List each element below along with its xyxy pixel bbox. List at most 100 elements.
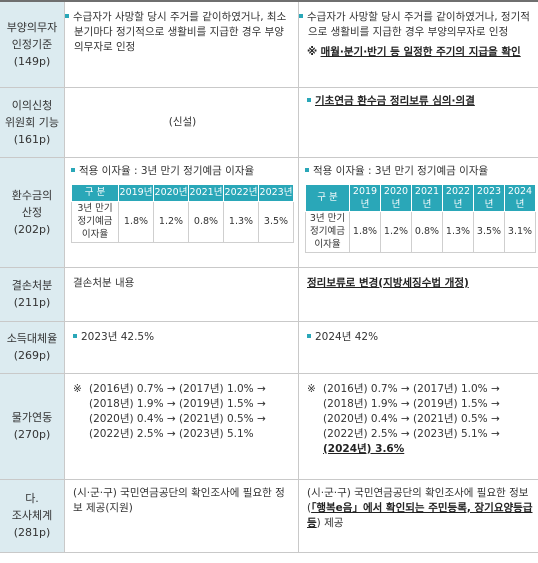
header-cell: 구 분 (71, 182, 119, 202)
header-cell: 2019년 (118, 182, 154, 202)
row-label: 물가연동 (270p) (0, 373, 65, 480)
new-item-text: (신설) (168, 115, 197, 128)
row-header-line: 정기예금 (310, 226, 345, 237)
new-column-cell: 적용 이자율 : 3년 만기 정기예금 이자율 구 분 2019년 2020년 … (298, 157, 538, 268)
mixed-text: (시·군·구) 국민연금공단의 확인조사에 필요한 정보(「행복e음」에서 확인… (299, 480, 538, 535)
old-column-cell: 적용 이자율 : 3년 만기 정기예금 이자율 구 분 2019년 2020년 … (64, 157, 299, 268)
bullet-square-icon (307, 333, 311, 338)
text-emphasis: 「행복e음」에서 확인되는 주민등록, 장기요양등급 등 (307, 501, 533, 529)
old-column-cell: (신설) (64, 87, 299, 158)
label-line: 조사체계 (11, 509, 53, 522)
row-replacement-rate: 소득대체율 (269p) 2023년 42.5% 2024년 42% (0, 321, 538, 374)
rate-cell: 0.8% (188, 200, 224, 243)
reference-mark: ※ (307, 382, 316, 395)
text-part: ) 제공 (316, 516, 344, 529)
bullet-text: 적용 이자율 : 3년 만기 정기예금 이자율 (71, 164, 294, 179)
rate-cell: 3.1% (504, 210, 536, 253)
cpi-lines: (2016년) 0.7% → (2017년) 1.0% → (2018년) 1.… (73, 382, 292, 442)
plain-text: (시·군·구) 국민연금공단의 확인조사에 필요한 정보 제공(지원) (73, 486, 285, 514)
cpi-line: (2018년) 1.9% → (2019년) 1.5% → (323, 397, 500, 410)
bullet-content: 기초연금 환수금 정리보류 심의·의결 (315, 94, 475, 107)
cpi-line: (2022년) 2.5% → (2023년) 5.1% (89, 427, 254, 440)
rate-cell: 1.2% (153, 200, 189, 243)
label-line: (269p) (13, 349, 51, 362)
interest-rate-table: 구 분 2019년 2020년 2021년 2022년 2023년 3년 만기 … (71, 182, 294, 243)
label-line: 물가연동 (11, 411, 53, 424)
rate-cell: 3.5% (258, 200, 294, 243)
bullet-square-icon (299, 14, 303, 18)
header-cell: 2022년 (442, 182, 474, 212)
old-column-cell: 결손처분 내용 (64, 267, 299, 322)
row-header-line: 이자율 (314, 239, 341, 250)
label-line: 다. (25, 492, 39, 505)
row-label: 결손처분 (211p) (0, 267, 65, 322)
old-column-cell: 수급자가 사망할 당시 주거를 같이하였거나, 최소 분기마다 정기적으로 생활… (64, 0, 299, 88)
row-label: 다. 조사체계 (281p) (0, 479, 65, 553)
row-header-line: 정기예금 (77, 216, 113, 227)
header-cell: 2021년 (411, 182, 443, 212)
new-column-cell: 2024년 42% (298, 321, 538, 374)
bullet-text: 2023년 42.5% (65, 322, 298, 349)
row-investigation-system: 다. 조사체계 (281p) (시·군·구) 국민연금공단의 확인조사에 필요한… (0, 479, 538, 553)
cpi-line: (2020년) 0.4% → (2021년) 0.5% → (323, 412, 500, 425)
row-header-line: 3년 만기 (309, 213, 346, 224)
rate-cell: 1.8% (118, 200, 154, 243)
row-label: 부양의무자 인정기준 (149p) (0, 0, 65, 88)
rate-cell: 1.3% (442, 210, 474, 253)
label-line: 이의신청 (11, 98, 53, 112)
cpi-lines: (2016년) 0.7% → (2017년) 1.0% → (2018년) 1.… (307, 382, 534, 457)
cpi-line: (2016년) 0.7% → (2017년) 1.0% → (323, 382, 500, 395)
new-column-cell: (시·군·구) 국민연금공단의 확인조사에 필요한 정보(「행복e음」에서 확인… (298, 479, 538, 553)
cpi-section: ※ (2016년) 0.7% → (2017년) 1.0% → (2018년) … (299, 374, 538, 461)
rate-cell: 1.8% (349, 210, 381, 253)
rate-cell: 1.2% (380, 210, 412, 253)
cpi-line-new: (2024년) 3.6% (323, 442, 405, 455)
interest-rate-table: 구 분 2019년 2020년 2021년 2022년 2023년 2024년 … (305, 182, 536, 253)
label-line: 산정 (21, 205, 43, 219)
rate-table-row: 3년 만기 정기예금 이자율 1.8% 1.2% 0.8% 1.3% 3.5% … (305, 210, 536, 253)
label-line: (281p) (13, 526, 51, 539)
label-line: 위원회 기능 (4, 115, 60, 129)
bullet-text: 기초연금 환수금 정리보류 심의·의결 (299, 88, 538, 113)
plain-text: 결손처분 내용 (73, 276, 135, 289)
label-line: (202p) (13, 222, 51, 236)
row-label: 소득대체율 (269p) (0, 321, 65, 374)
header-cell: 2023년 (258, 182, 294, 202)
header-cell: 2024년 (504, 182, 536, 212)
rate-table-header: 구 분 2019년 2020년 2021년 2022년 2023년 (71, 182, 294, 202)
label-line: 결손처분 (11, 279, 53, 292)
row-price-indexation: 물가연동 (270p) ※ (2016년) 0.7% → (2017년) 1.0… (0, 373, 538, 480)
rate-cell: 1.3% (223, 200, 259, 243)
rate-cell: 3.5% (473, 210, 505, 253)
row-header-cell: 3년 만기 정기예금 이자율 (71, 200, 119, 243)
old-column-cell: 2023년 42.5% (64, 321, 299, 374)
cpi-line: (2018년) 1.9% → (2019년) 1.5% → (89, 397, 266, 410)
row-label: 환수금의 산정 (202p) (0, 157, 65, 268)
bullet-content: 2023년 42.5% (81, 330, 155, 343)
bullet-content: 수급자가 사망할 당시 주거를 같이하였거나, 정기적으로 생활비를 지급한 경… (307, 11, 530, 38)
row-header-line: 이자율 (81, 229, 109, 240)
bullet-content: 적용 이자율 : 3년 만기 정기예금 이자율 (79, 164, 255, 177)
row-dependent-criteria: 부양의무자 인정기준 (149p) 수급자가 사망할 당시 주거를 같이하였거나… (0, 0, 538, 88)
row-recovery-calculation: 환수금의 산정 (202p) 적용 이자율 : 3년 만기 정기예금 이자율 구… (0, 157, 538, 268)
rate-section: 적용 이자율 : 3년 만기 정기예금 이자율 구 분 2019년 2020년 … (65, 158, 298, 247)
label-line: (149p) (13, 54, 51, 68)
bullet-text: 수급자가 사망할 당시 주거를 같이하였거나, 최소 분기마다 정기적으로 생활… (65, 2, 298, 59)
reference-mark: ※ (73, 382, 82, 395)
new-column-cell: 기초연금 환수금 정리보류 심의·의결 (298, 87, 538, 158)
cpi-line: (2020년) 0.4% → (2021년) 0.5% → (89, 412, 266, 425)
bullet-text: 수급자가 사망할 당시 주거를 같이하였거나, 정기적으로 생활비를 지급한 경… (299, 2, 538, 44)
bullet-square-icon (305, 167, 309, 172)
bullet-square-icon (307, 97, 311, 102)
rate-section: 적용 이자율 : 3년 만기 정기예금 이자율 구 분 2019년 2020년 … (299, 158, 538, 257)
rate-table-header: 구 분 2019년 2020년 2021년 2022년 2023년 2024년 (305, 182, 536, 212)
plain-text: 정리보류로 변경(지방세징수법 개정) (307, 276, 469, 289)
row-appeal-committee: 이의신청 위원회 기능 (161p) (신설) 기초연금 환수금 정리보류 심의… (0, 87, 538, 158)
header-cell: 구 분 (305, 182, 350, 212)
header-cell: 2020년 (380, 182, 412, 212)
row-label: 이의신청 위원회 기능 (161p) (0, 87, 65, 158)
label-line: (270p) (13, 428, 51, 441)
old-column-cell: (시·군·구) 국민연금공단의 확인조사에 필요한 정보 제공(지원) (64, 479, 299, 553)
